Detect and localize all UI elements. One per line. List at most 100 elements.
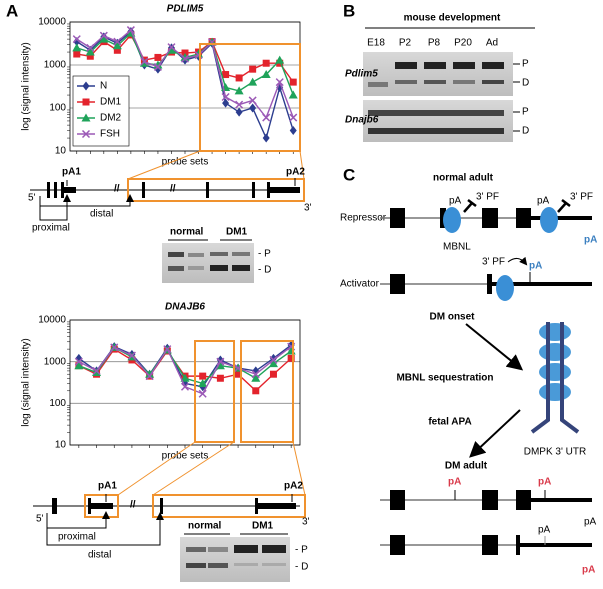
lane-label: normal [170,227,204,238]
point [145,369,155,378]
y-tick-label: 1000 [44,60,67,71]
region-label: proximal [32,223,70,234]
charts: PDLIM5 log (signal intensity) probe sets 10… [21,4,301,462]
highlight-box [194,340,235,443]
y-tick-label: 100 [49,398,66,409]
pa-label: pA [584,517,597,528]
pa-label: pA2 [286,167,305,178]
panel-title: mouse development [404,13,501,24]
legend-marker [81,113,91,122]
point [145,372,154,381]
lane-label: P20 [454,38,472,49]
legend-label: N [100,81,107,92]
band-label: - P [295,545,308,556]
legend-marker [81,129,91,139]
highlight-box [240,340,294,443]
band-label: P [522,59,529,70]
y-tick-label: 10 [55,146,67,157]
band-label: - D [258,265,271,276]
pf-label: 3' PF [482,257,505,268]
step-label: fetal APA [428,417,471,428]
y-axis-label: log (signal intensity) [21,42,32,130]
point [248,77,258,86]
section-title: normal adult [433,173,494,184]
point [85,47,95,56]
point [74,357,83,366]
point [86,43,95,52]
pa-label: pA2 [284,481,303,492]
connector [127,150,201,180]
point [235,107,243,117]
y-tick-label: 1000 [44,356,67,367]
x-axis-label: probe sets [162,451,209,462]
point [72,43,82,52]
pa-label: pA1 [98,481,117,492]
pa-label: pA [538,525,551,536]
pa-label: pA [529,261,542,272]
pa-label: pA [538,477,551,488]
pa-label: pA [537,196,550,207]
legend-marker [82,98,90,106]
chart-title: DNAJB6 [165,302,205,313]
step-label: DM onset [430,312,476,323]
point [198,389,207,398]
region-label: distal [88,550,111,561]
gel [180,537,290,582]
point [249,65,257,73]
gene-label: Pdlim5 [345,69,378,80]
point [180,373,190,382]
lane-label: P8 [428,38,441,49]
point [289,125,297,135]
point [222,98,230,108]
gel [363,52,513,96]
pa-label: pA [584,235,597,246]
pa-label: pA1 [62,167,81,178]
end-label: 3' [304,203,312,214]
row-label: Activator [340,279,380,290]
lane-label: P2 [399,38,412,49]
panel-c: normal adult Repressor pA pA 3' PF 3' PF… [340,173,597,576]
point [251,373,261,382]
point [199,372,207,380]
point [86,52,94,60]
y-axis-label: log (signal intensity) [21,338,32,426]
point [113,37,122,46]
point [72,35,81,44]
pf-label: 3' PF [476,192,499,203]
point [261,70,271,79]
point [216,357,225,366]
point [215,361,225,370]
lane-label: DM1 [252,521,274,532]
point [166,45,176,54]
point [180,52,190,61]
highlight-box [127,178,305,202]
point [126,26,135,35]
pa-label: pA [449,196,462,207]
point [222,71,230,79]
point [113,46,121,54]
y-tick-label: 100 [49,103,66,114]
chart-title: PDLIM5 [167,4,204,15]
end-label: 3' [302,517,310,528]
point [289,113,298,122]
gene-label: Dnajb6 [345,115,379,126]
panel-label: A [6,1,18,20]
dnajb6-diagram: // pA1 pA2 5' 3' proximal distal normal … [33,340,310,582]
point [163,345,172,354]
gel [363,100,513,142]
step-label: MBNL sequestration [396,373,493,384]
point [112,41,122,50]
point [289,78,297,86]
band-label: D [522,78,529,89]
protein-label: MBNL [443,242,471,253]
point [73,37,81,47]
point [252,387,260,395]
panel-label: B [343,1,355,20]
point [73,50,81,58]
pa-label: pA [582,565,595,576]
point [127,351,136,360]
point [99,34,109,43]
point [287,354,295,362]
point [251,370,260,379]
